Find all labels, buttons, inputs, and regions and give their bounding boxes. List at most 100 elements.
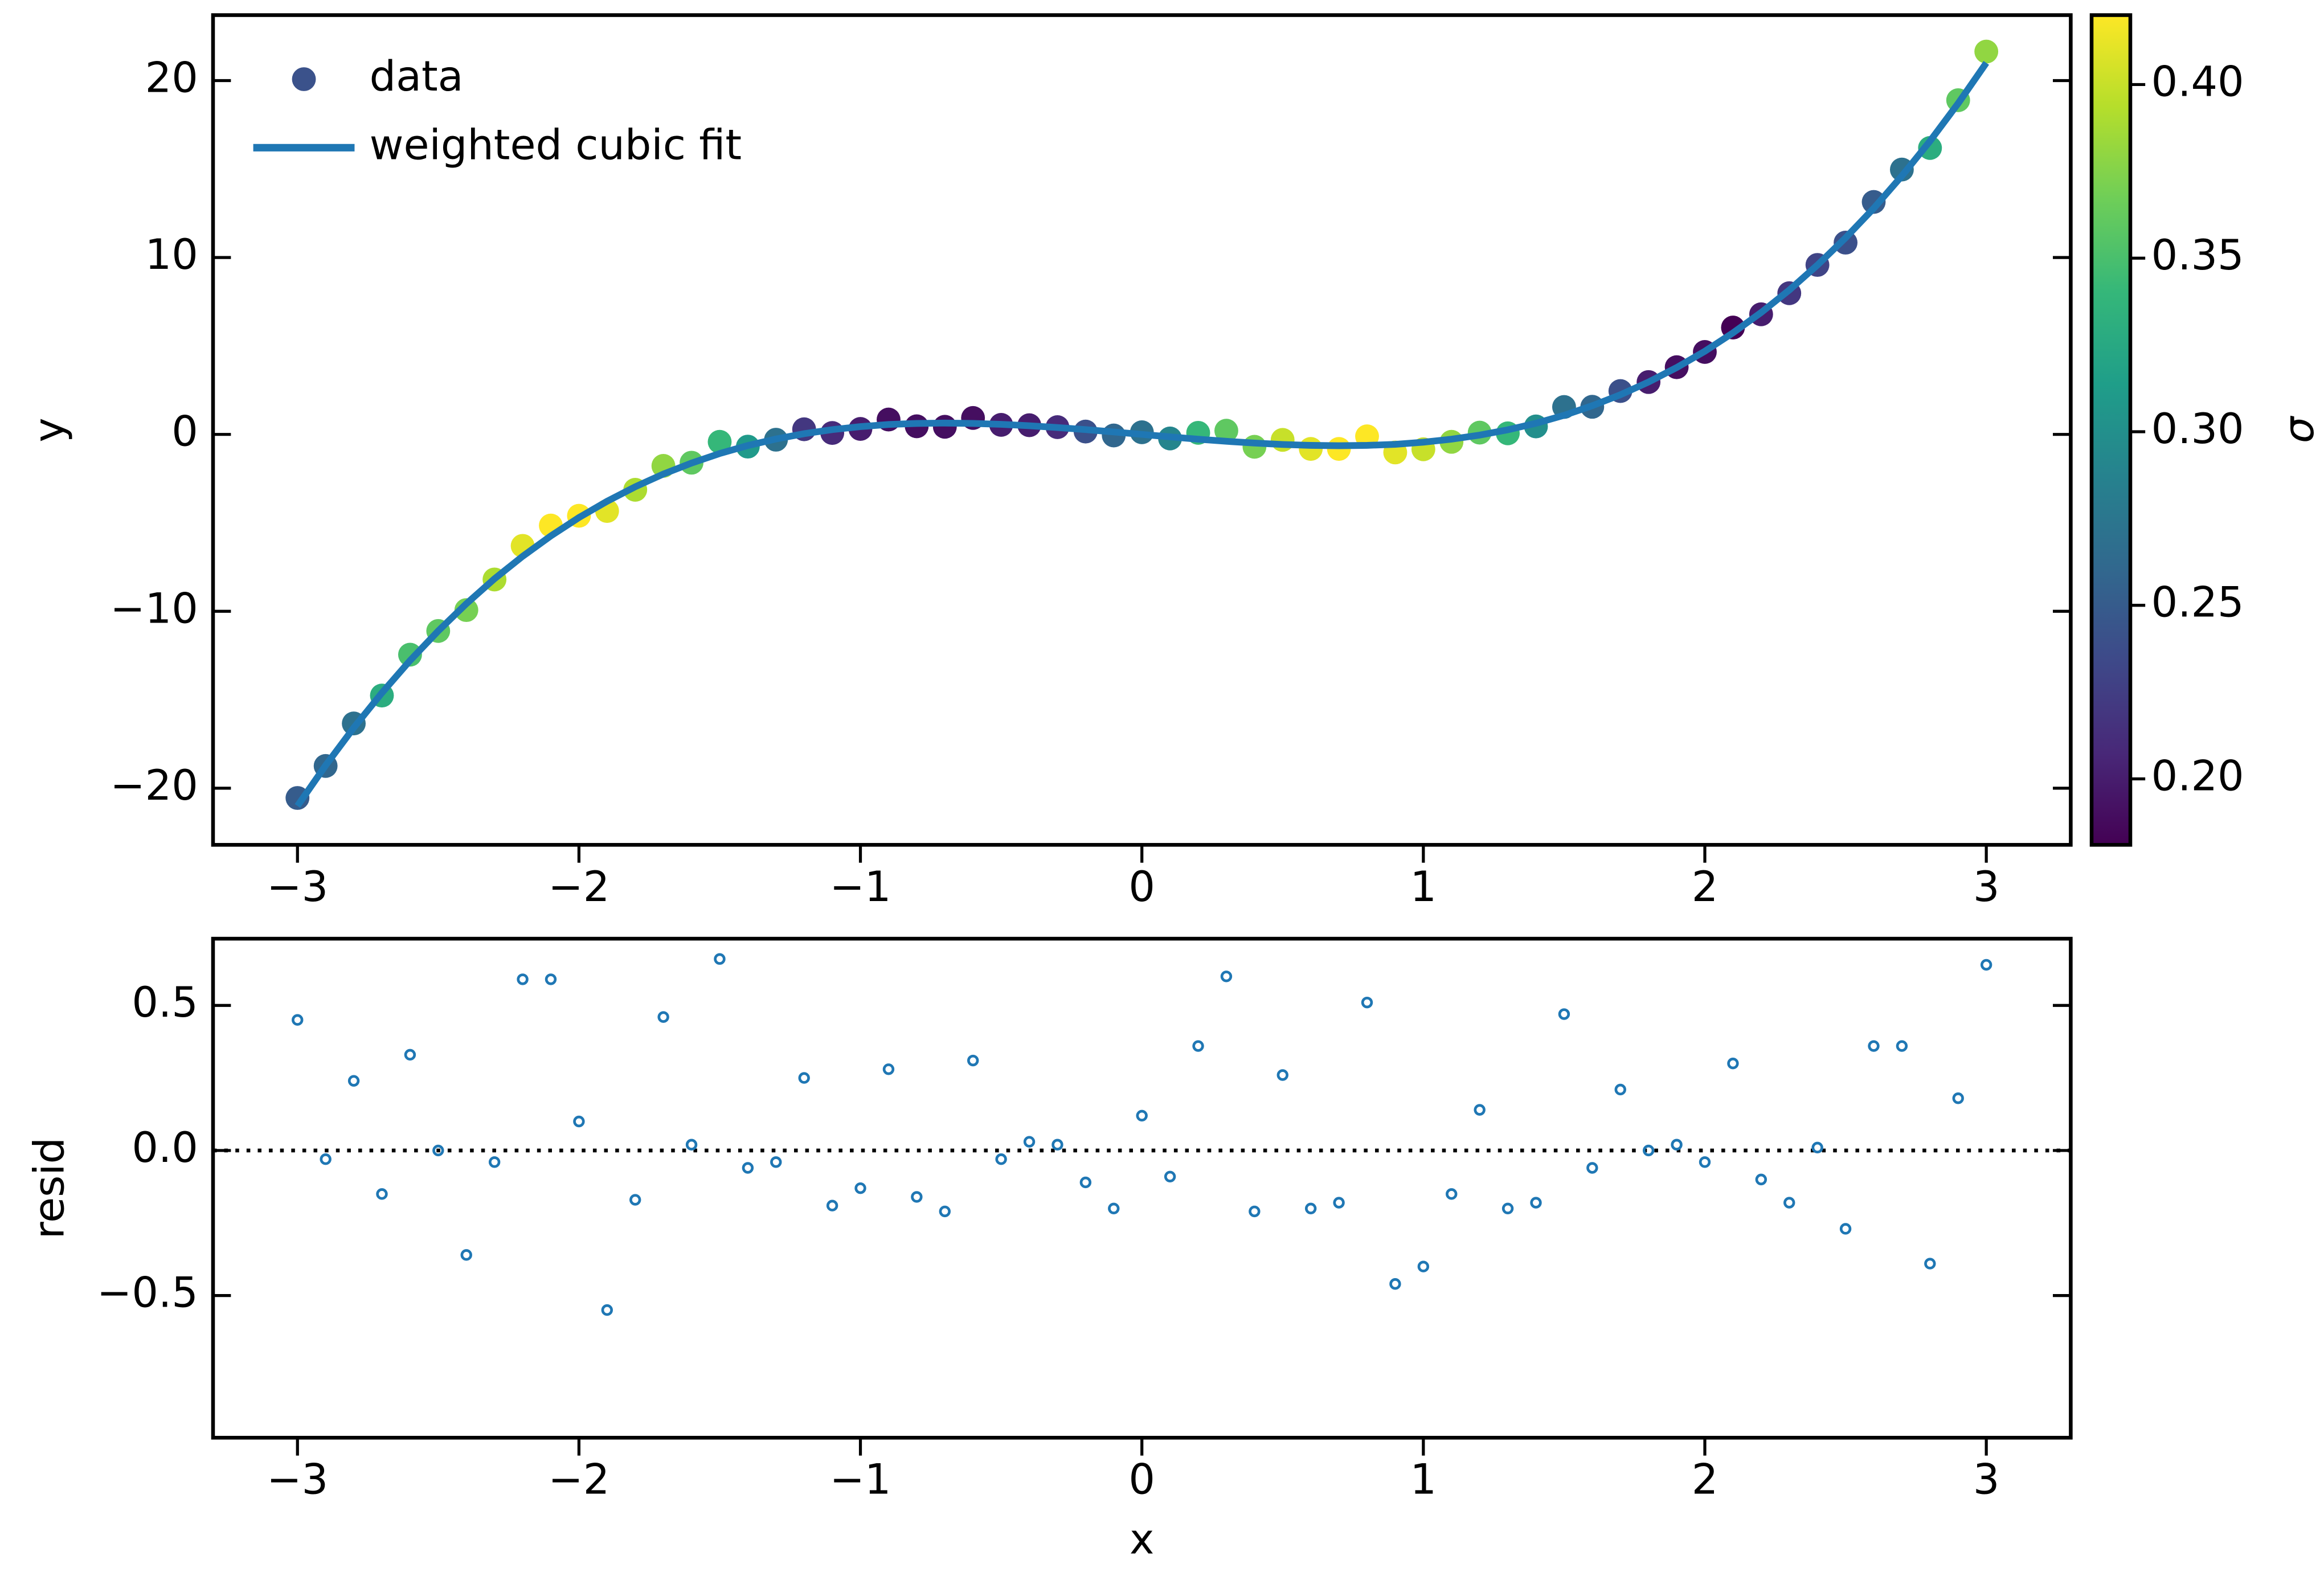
residual-point <box>1783 1197 1795 1209</box>
y-tick-label: −10 <box>110 584 198 633</box>
residual-point <box>1276 1069 1288 1081</box>
x-tick-label: −3 <box>267 863 328 911</box>
residual-point <box>1839 1223 1852 1235</box>
residual-point <box>292 1014 304 1026</box>
fit-line <box>294 61 1989 808</box>
x-tick-label: 2 <box>1692 1456 1719 1504</box>
legend-marker <box>292 67 316 91</box>
residual-point <box>1249 1205 1261 1218</box>
residual-point <box>1051 1139 1063 1151</box>
residual-point <box>685 1139 698 1151</box>
y-tick-label: 0 <box>171 408 198 456</box>
y-tick-label: 0.0 <box>132 1124 198 1172</box>
residual-point <box>1558 1008 1570 1020</box>
x-tick-label: −2 <box>548 1456 609 1504</box>
residual-point <box>1586 1162 1598 1174</box>
residual-point <box>770 1156 782 1168</box>
residual-point <box>657 1011 669 1023</box>
residual-point <box>1952 1092 1964 1104</box>
residual-point <box>1896 1040 1908 1052</box>
x-tick-label: −1 <box>830 863 891 911</box>
data-point <box>1861 190 1886 214</box>
data-point <box>398 642 422 667</box>
residual-point <box>1361 996 1373 1009</box>
x-tick-label: 1 <box>1410 1456 1437 1504</box>
residual-point <box>1642 1144 1655 1157</box>
colorbar-tick-label: 0.30 <box>2151 405 2244 453</box>
x-tick-label: 3 <box>1973 1456 2000 1504</box>
colorbar <box>2089 13 2133 847</box>
residual-point <box>742 1162 754 1174</box>
residual-point <box>432 1144 444 1157</box>
data-point <box>1974 39 1999 64</box>
data-point <box>1834 231 1857 255</box>
colorbar-tick-label: 0.35 <box>2151 231 2244 280</box>
data-point <box>932 415 957 439</box>
residual-point <box>376 1188 388 1200</box>
residual-point <box>517 973 529 985</box>
residual-point <box>573 1115 585 1128</box>
residual-point <box>404 1049 416 1061</box>
axes-frame <box>211 936 2073 1440</box>
residual-point <box>1446 1188 1458 1200</box>
residual-point <box>911 1191 923 1203</box>
data-point <box>1918 136 1942 160</box>
y-axis-label: y <box>26 417 74 442</box>
y-tick-label: 10 <box>145 231 198 279</box>
data-point <box>1214 419 1238 443</box>
residual-point <box>1727 1057 1739 1070</box>
x-tick-label: 0 <box>1128 863 1155 911</box>
y-axis-label: resid <box>26 1137 74 1239</box>
residual-point <box>1699 1156 1711 1168</box>
residual-point <box>347 1075 360 1087</box>
x-tick-label: 1 <box>1410 863 1437 911</box>
residual-point <box>1501 1202 1514 1215</box>
residual-point <box>545 973 557 985</box>
colorbar-label: σ <box>2275 415 2323 443</box>
residual-point <box>1474 1104 1486 1116</box>
residual-point <box>1164 1170 1176 1182</box>
colorbar-tick-label: 0.25 <box>2151 579 2244 627</box>
residual-point <box>629 1194 641 1206</box>
residual-point <box>460 1249 472 1261</box>
residual-point <box>854 1182 866 1194</box>
residual-point <box>488 1156 501 1168</box>
residual-point <box>1220 971 1233 983</box>
data-point <box>454 598 478 623</box>
residual-point <box>1192 1040 1204 1052</box>
y-tick-label: 0.5 <box>132 979 198 1027</box>
residual-point <box>1924 1258 1936 1270</box>
y-tick-label: 20 <box>145 54 198 102</box>
x-tick-label: −3 <box>267 1456 328 1504</box>
residual-point <box>1614 1083 1626 1096</box>
residual-point <box>1980 959 1992 971</box>
data-point <box>707 429 732 454</box>
y-tick-label: −0.5 <box>97 1269 198 1317</box>
x-tick-label: 3 <box>1973 863 2000 911</box>
residual-point <box>939 1205 951 1218</box>
data-point <box>1299 437 1323 461</box>
residual-point <box>1304 1202 1317 1215</box>
residual-point <box>714 953 726 965</box>
legend-label: weighted cubic fit <box>370 121 742 169</box>
x-tick-label: 2 <box>1692 863 1719 911</box>
residual-point <box>320 1153 332 1165</box>
axes-frame <box>211 13 2073 847</box>
residual-point <box>1868 1040 1880 1052</box>
y-tick-label: −20 <box>110 762 198 810</box>
residual-point <box>1417 1260 1430 1272</box>
residual-point <box>1136 1110 1148 1122</box>
x-tick-label: −2 <box>548 863 609 911</box>
residual-point <box>1389 1278 1401 1290</box>
residual-point <box>798 1072 810 1084</box>
residual-point <box>601 1304 613 1316</box>
data-point <box>1270 428 1295 452</box>
residual-point <box>1079 1176 1092 1189</box>
residual-point <box>1333 1197 1345 1209</box>
colorbar-tick-label: 0.20 <box>2151 752 2244 801</box>
residual-point <box>995 1153 1007 1165</box>
residual-point <box>1530 1197 1542 1209</box>
x-tick-label: −1 <box>830 1456 891 1504</box>
